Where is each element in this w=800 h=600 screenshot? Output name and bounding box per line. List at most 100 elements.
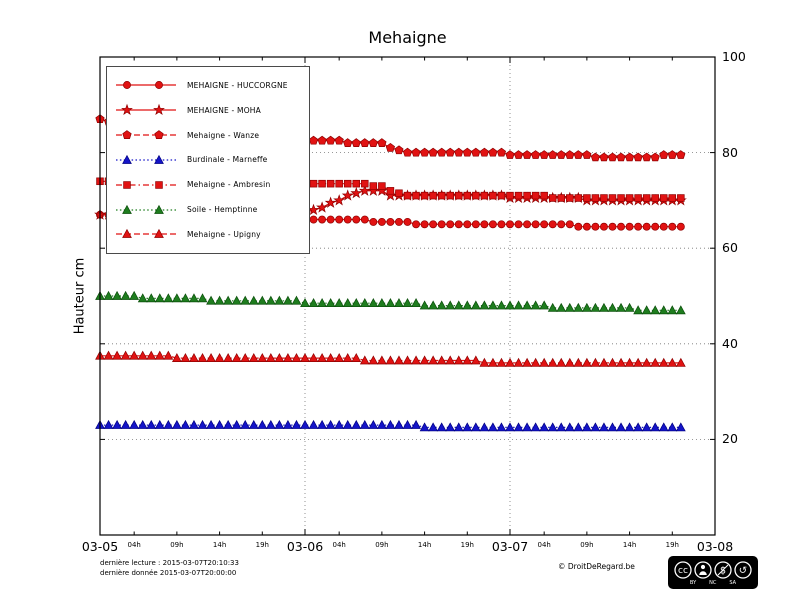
data-marker [590,422,601,432]
data-marker [154,154,164,164]
data-marker [385,298,396,308]
data-marker [668,194,677,202]
data-marker [564,302,575,312]
data-marker [419,147,430,157]
last-reading-text: dernière lecture : 2015-03-07T20:10:33 [100,559,239,567]
legend-item: Burdinale - Marneffe [115,148,301,172]
data-marker [369,182,378,190]
data-marker [378,182,386,190]
legend-item: Mehaigne - Ambresin [115,173,301,197]
data-marker [291,353,302,362]
legend-item-label: MEHAIGNE - HUCCORGNE [187,80,288,90]
data-marker [197,353,208,362]
x-major-label: 03-05 [81,539,119,554]
data-marker [214,295,225,305]
data-marker [291,419,302,429]
data-marker [497,220,506,229]
data-marker [377,138,387,147]
svg-text:↺: ↺ [739,565,747,576]
data-marker [556,150,566,159]
y-tick-label: 40 [722,335,738,351]
data-marker [428,147,438,157]
legend-item-label: Mehaigne - Wanze [187,130,260,140]
data-marker [650,357,661,367]
data-marker [428,422,439,432]
data-marker [231,295,242,305]
data-marker [317,135,327,145]
data-marker [583,194,591,202]
x-minor-label: 09h [375,541,389,549]
data-marker [462,422,473,432]
data-marker [590,302,601,312]
x-minor-label: 19h [255,541,269,549]
data-marker [531,220,540,229]
data-marker [316,201,329,213]
data-marker [420,191,429,200]
data-marker [351,353,362,362]
data-marker [667,357,678,367]
data-marker [129,419,140,429]
data-marker [129,290,140,300]
data-marker [283,353,293,362]
data-marker [488,422,498,432]
data-marker [446,220,455,229]
data-marker [300,419,310,429]
data-marker [437,147,447,157]
data-marker [522,300,532,310]
legend-item-label: Soile - Hemptinne [187,205,258,215]
data-marker [659,222,668,231]
data-marker [548,150,558,159]
data-marker [326,179,335,188]
data-marker [351,298,362,308]
data-marker [274,353,285,362]
data-marker [120,290,131,300]
data-marker [463,191,472,200]
data-marker [547,302,558,312]
legend-marker-sample [116,154,176,164]
data-marker [453,355,464,365]
data-marker [650,422,661,432]
data-marker [122,130,132,140]
data-marker [317,298,327,308]
data-marker [120,419,131,429]
y-tick-label: 60 [722,240,738,256]
data-marker [616,302,626,312]
data-marker [436,355,447,365]
data-marker [616,152,626,162]
data-marker [122,204,132,214]
data-marker [479,357,490,367]
data-marker [248,419,259,429]
data-marker [607,422,618,432]
data-marker [547,357,558,367]
data-marker [265,295,276,305]
legend-marker-sample [116,130,176,140]
data-marker [540,191,548,200]
data-marker [402,419,413,429]
data-marker [121,103,133,116]
data-marker [496,422,507,432]
data-marker [325,353,336,362]
data-marker [386,187,395,195]
data-marker [548,194,557,202]
data-marker [634,222,643,231]
data-marker [445,422,456,432]
data-marker [206,353,216,362]
data-marker [446,191,454,200]
data-marker [513,150,524,159]
data-marker [411,419,421,429]
legend-marker-sample [116,81,176,90]
data-marker [231,353,242,362]
data-marker [548,220,557,229]
data-marker [675,357,686,367]
series-mehaigne-upigny [95,350,686,367]
data-marker [496,357,507,367]
data-marker [607,152,618,162]
data-marker [377,217,386,226]
legend-item-label: MEHAIGNE - MOHA [187,105,261,115]
data-marker [395,189,403,197]
x-minor-label: 19h [460,541,474,549]
data-marker [617,194,625,202]
data-marker [361,179,369,188]
data-marker [445,147,455,157]
